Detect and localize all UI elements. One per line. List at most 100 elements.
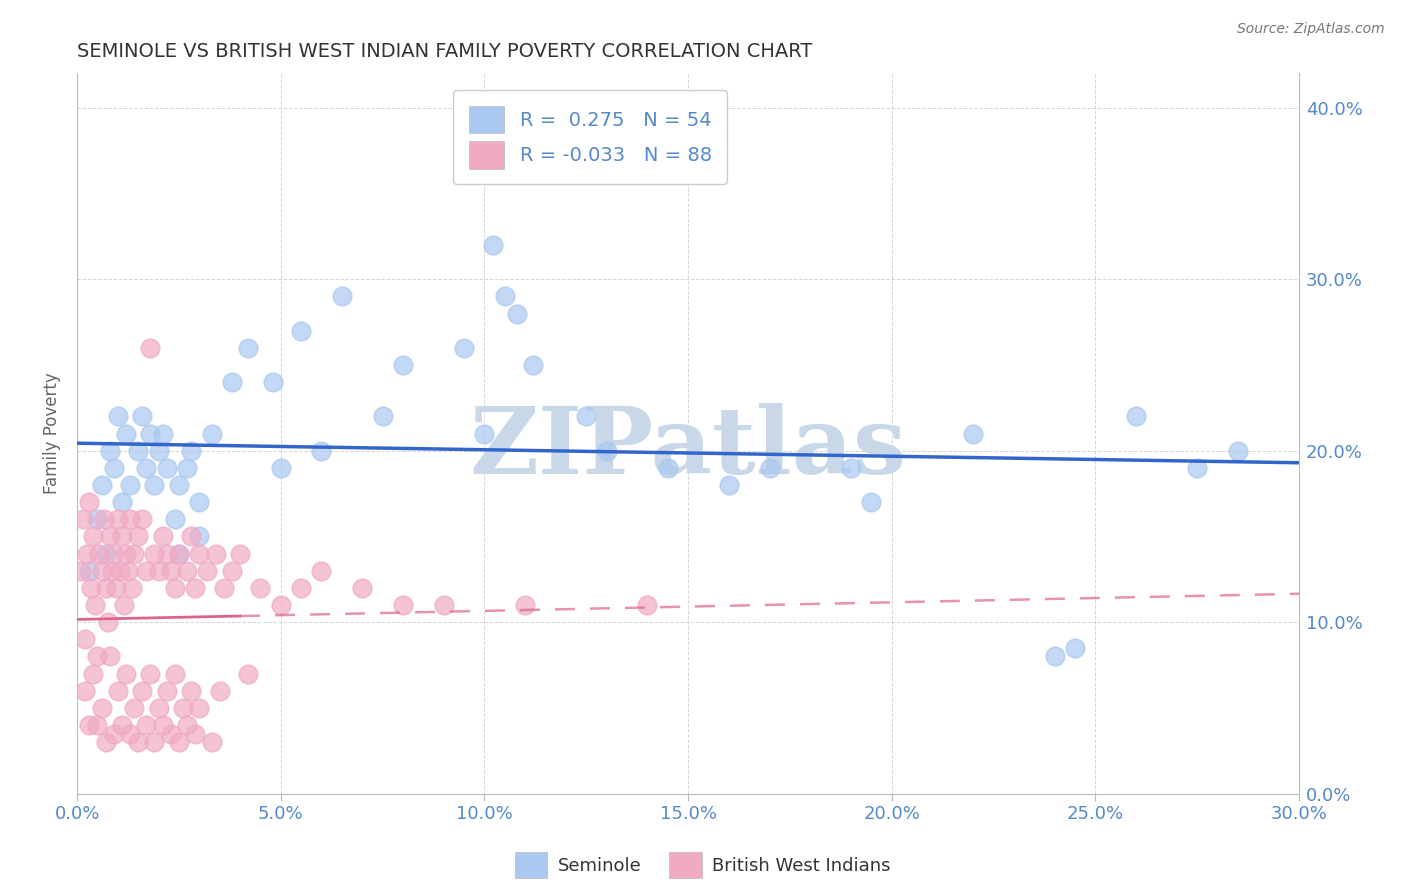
Point: [311, 564, 333, 578]
Point: [176, 460, 198, 475]
Point: [453, 341, 475, 355]
Point: [127, 529, 149, 543]
Point: [152, 718, 174, 732]
Point: [131, 409, 153, 424]
Point: [180, 443, 202, 458]
Point: [143, 547, 166, 561]
Point: [86, 718, 108, 732]
Text: Source: ZipAtlas.com: Source: ZipAtlas.com: [1237, 22, 1385, 37]
Point: [152, 426, 174, 441]
Point: [94, 547, 117, 561]
Point: [111, 718, 134, 732]
Point: [1125, 409, 1147, 424]
Point: [1043, 649, 1066, 664]
Point: [229, 547, 252, 561]
Point: [127, 735, 149, 749]
Point: [163, 666, 186, 681]
Point: [84, 598, 107, 612]
Point: [180, 529, 202, 543]
Point: [135, 460, 157, 475]
Point: [79, 564, 101, 578]
Point: [139, 426, 162, 441]
Point: [97, 615, 120, 630]
Point: [122, 701, 145, 715]
Point: [127, 443, 149, 458]
Point: [70, 564, 93, 578]
Point: [494, 289, 516, 303]
Point: [79, 495, 101, 509]
Point: [90, 478, 112, 492]
Point: [152, 529, 174, 543]
Point: [159, 564, 181, 578]
Point: [72, 512, 94, 526]
Point: [103, 460, 125, 475]
Point: [121, 581, 143, 595]
Point: [135, 564, 157, 578]
Point: [107, 512, 129, 526]
Point: [156, 547, 179, 561]
Point: [311, 443, 333, 458]
Point: [139, 341, 162, 355]
Point: [758, 460, 780, 475]
Point: [122, 547, 145, 561]
Point: [104, 581, 127, 595]
Point: [575, 409, 598, 424]
Point: [107, 683, 129, 698]
Point: [392, 598, 415, 612]
Point: [86, 649, 108, 664]
Point: [290, 324, 312, 338]
Point: [188, 495, 211, 509]
Point: [148, 701, 170, 715]
Point: [1064, 640, 1087, 655]
Point: [135, 718, 157, 732]
Point: [636, 598, 658, 612]
Point: [172, 701, 194, 715]
Point: [262, 375, 284, 389]
Point: [238, 666, 260, 681]
Point: [163, 581, 186, 595]
Point: [184, 581, 207, 595]
Point: [962, 426, 984, 441]
Point: [212, 581, 235, 595]
Point: [176, 718, 198, 732]
Point: [522, 358, 544, 372]
Point: [270, 598, 292, 612]
Point: [118, 512, 141, 526]
Point: [204, 547, 226, 561]
Point: [200, 426, 222, 441]
Point: [163, 512, 186, 526]
Point: [188, 701, 211, 715]
Point: [352, 581, 374, 595]
Point: [143, 478, 166, 492]
Point: [167, 735, 190, 749]
Point: [82, 529, 104, 543]
Point: [76, 547, 98, 561]
Point: [167, 478, 190, 492]
Point: [167, 547, 190, 561]
Point: [93, 512, 115, 526]
Point: [433, 598, 456, 612]
Point: [143, 735, 166, 749]
Point: [371, 409, 394, 424]
Point: [188, 547, 211, 561]
Point: [98, 443, 121, 458]
Point: [131, 683, 153, 698]
Point: [89, 547, 111, 561]
Point: [184, 726, 207, 740]
Point: [156, 683, 179, 698]
Point: [481, 238, 503, 252]
Point: [94, 735, 117, 749]
Point: [115, 426, 138, 441]
Point: [506, 306, 529, 320]
Point: [115, 666, 138, 681]
Point: [98, 529, 121, 543]
Point: [221, 564, 243, 578]
Point: [75, 632, 97, 647]
Legend: R =  0.275   N = 54, R = -0.033   N = 88: R = 0.275 N = 54, R = -0.033 N = 88: [453, 90, 727, 185]
Point: [108, 564, 131, 578]
Point: [200, 735, 222, 749]
Point: [118, 478, 141, 492]
Legend: Seminole, British West Indians: Seminole, British West Indians: [508, 846, 898, 885]
Point: [330, 289, 353, 303]
Point: [1226, 443, 1249, 458]
